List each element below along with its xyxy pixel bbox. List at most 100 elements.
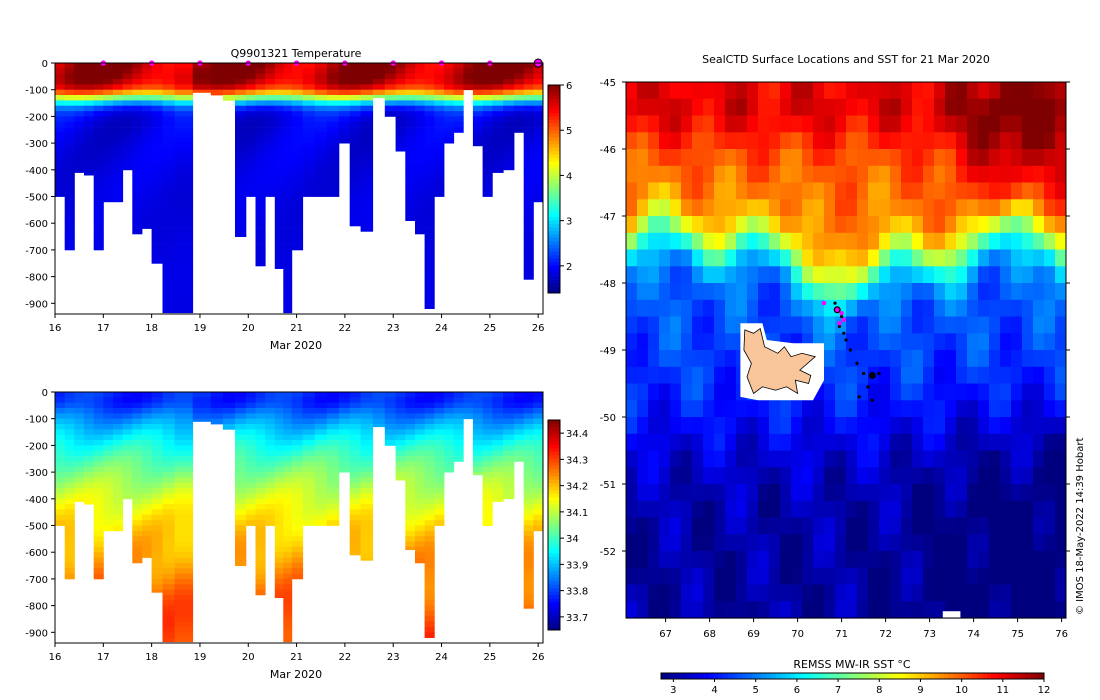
section-cell: [151, 89, 163, 96]
section-cell: [103, 472, 114, 478]
section-cell: [142, 196, 153, 203]
section-cell: [472, 121, 483, 128]
section-cell: [503, 488, 515, 494]
section-cell: [84, 84, 95, 91]
section-cell: [93, 169, 104, 176]
section-cell: [245, 504, 256, 510]
section-cell: [74, 100, 85, 107]
section-cell: [283, 207, 293, 213]
section-cell: [424, 616, 435, 622]
section-cell: [222, 63, 236, 69]
section-cell: [122, 148, 133, 155]
sst-cell: [956, 517, 968, 535]
section-cell: [64, 418, 75, 425]
sst-cell: [813, 216, 825, 234]
sst-cell: [758, 182, 770, 200]
y-tick-label: -900: [25, 299, 48, 310]
sst-cell: [714, 98, 726, 117]
section-cell: [255, 408, 266, 414]
section-cell: [523, 63, 534, 69]
section-cell: [103, 408, 114, 414]
section-cell: [302, 137, 316, 144]
sst-cell: [648, 299, 660, 318]
section-cell: [444, 137, 455, 144]
section-cell: [444, 84, 455, 91]
section-cell: [162, 616, 175, 622]
section-cell: [174, 472, 194, 478]
section-cell: [103, 127, 114, 133]
sst-cell: [824, 249, 836, 267]
sst-cell: [670, 249, 682, 267]
section-cell: [93, 63, 104, 69]
section-cell: [384, 413, 397, 420]
x-tick-label: 26: [532, 652, 545, 663]
sst-cell: [912, 299, 924, 318]
sst-cell: [769, 149, 781, 167]
sst-cell: [769, 484, 781, 502]
section-cell: [472, 95, 483, 101]
section-cell: [326, 408, 340, 414]
section-cell: [314, 392, 328, 398]
colorbar-frame: [547, 84, 561, 294]
section-cell: [274, 530, 284, 537]
sst-cell: [945, 299, 957, 318]
sst-cell: [989, 534, 1001, 552]
section-cell: [222, 89, 236, 96]
sst-cell: [956, 115, 968, 133]
section-cell: [444, 424, 455, 430]
section-cell: [349, 514, 361, 521]
sst-cell: [978, 584, 990, 602]
section-cell: [162, 429, 175, 436]
colorbar-swatch: [780, 673, 786, 679]
sst-cell: [747, 517, 759, 535]
sst-cell: [835, 534, 847, 552]
section-cell: [503, 84, 515, 91]
track-point: [870, 398, 875, 402]
sst-cell: [626, 199, 638, 217]
section-cell: [405, 445, 416, 452]
colorbar-swatch: [548, 95, 560, 100]
section-cell: [291, 573, 304, 580]
sst-cell: [890, 316, 902, 334]
section-cell: [174, 440, 194, 446]
section-cell: [424, 132, 435, 139]
section-cell: [482, 100, 493, 107]
section-cell: [265, 137, 276, 144]
section-cell: [415, 68, 426, 74]
sst-cell: [901, 149, 913, 167]
section-cell: [162, 287, 175, 293]
section-cell: [523, 456, 534, 462]
section-cell: [472, 434, 483, 441]
section-cell: [265, 148, 276, 155]
sst-cell: [857, 584, 869, 602]
section-cell: [360, 509, 374, 516]
sst-cell: [857, 567, 869, 586]
section-cell: [132, 397, 143, 403]
sst-cell: [945, 333, 957, 351]
section-cell: [283, 450, 293, 457]
section-cell: [283, 397, 293, 403]
section-cell: [533, 191, 544, 197]
section-cell: [113, 482, 124, 489]
sst-cell: [835, 484, 847, 502]
sst-cell: [1011, 199, 1023, 217]
section-cell: [174, 434, 194, 441]
sst-cell: [846, 517, 858, 535]
section-cell: [523, 520, 534, 526]
sst-cell: [1055, 182, 1067, 200]
section-cell: [360, 207, 374, 213]
section-cell: [291, 536, 304, 542]
section-cell: [245, 175, 256, 181]
section-cell: [162, 498, 175, 505]
y-tick-label: -400: [25, 495, 48, 506]
section-cell: [55, 164, 66, 171]
sst-cell: [835, 249, 847, 267]
colorbar-swatch: [704, 673, 710, 679]
section-cell: [349, 488, 361, 494]
section-cell: [113, 137, 124, 144]
sst-cell: [846, 165, 858, 184]
section-cell: [395, 477, 406, 481]
section-cell: [283, 546, 293, 553]
sst-cell: [835, 383, 847, 401]
section-cell: [162, 568, 175, 574]
